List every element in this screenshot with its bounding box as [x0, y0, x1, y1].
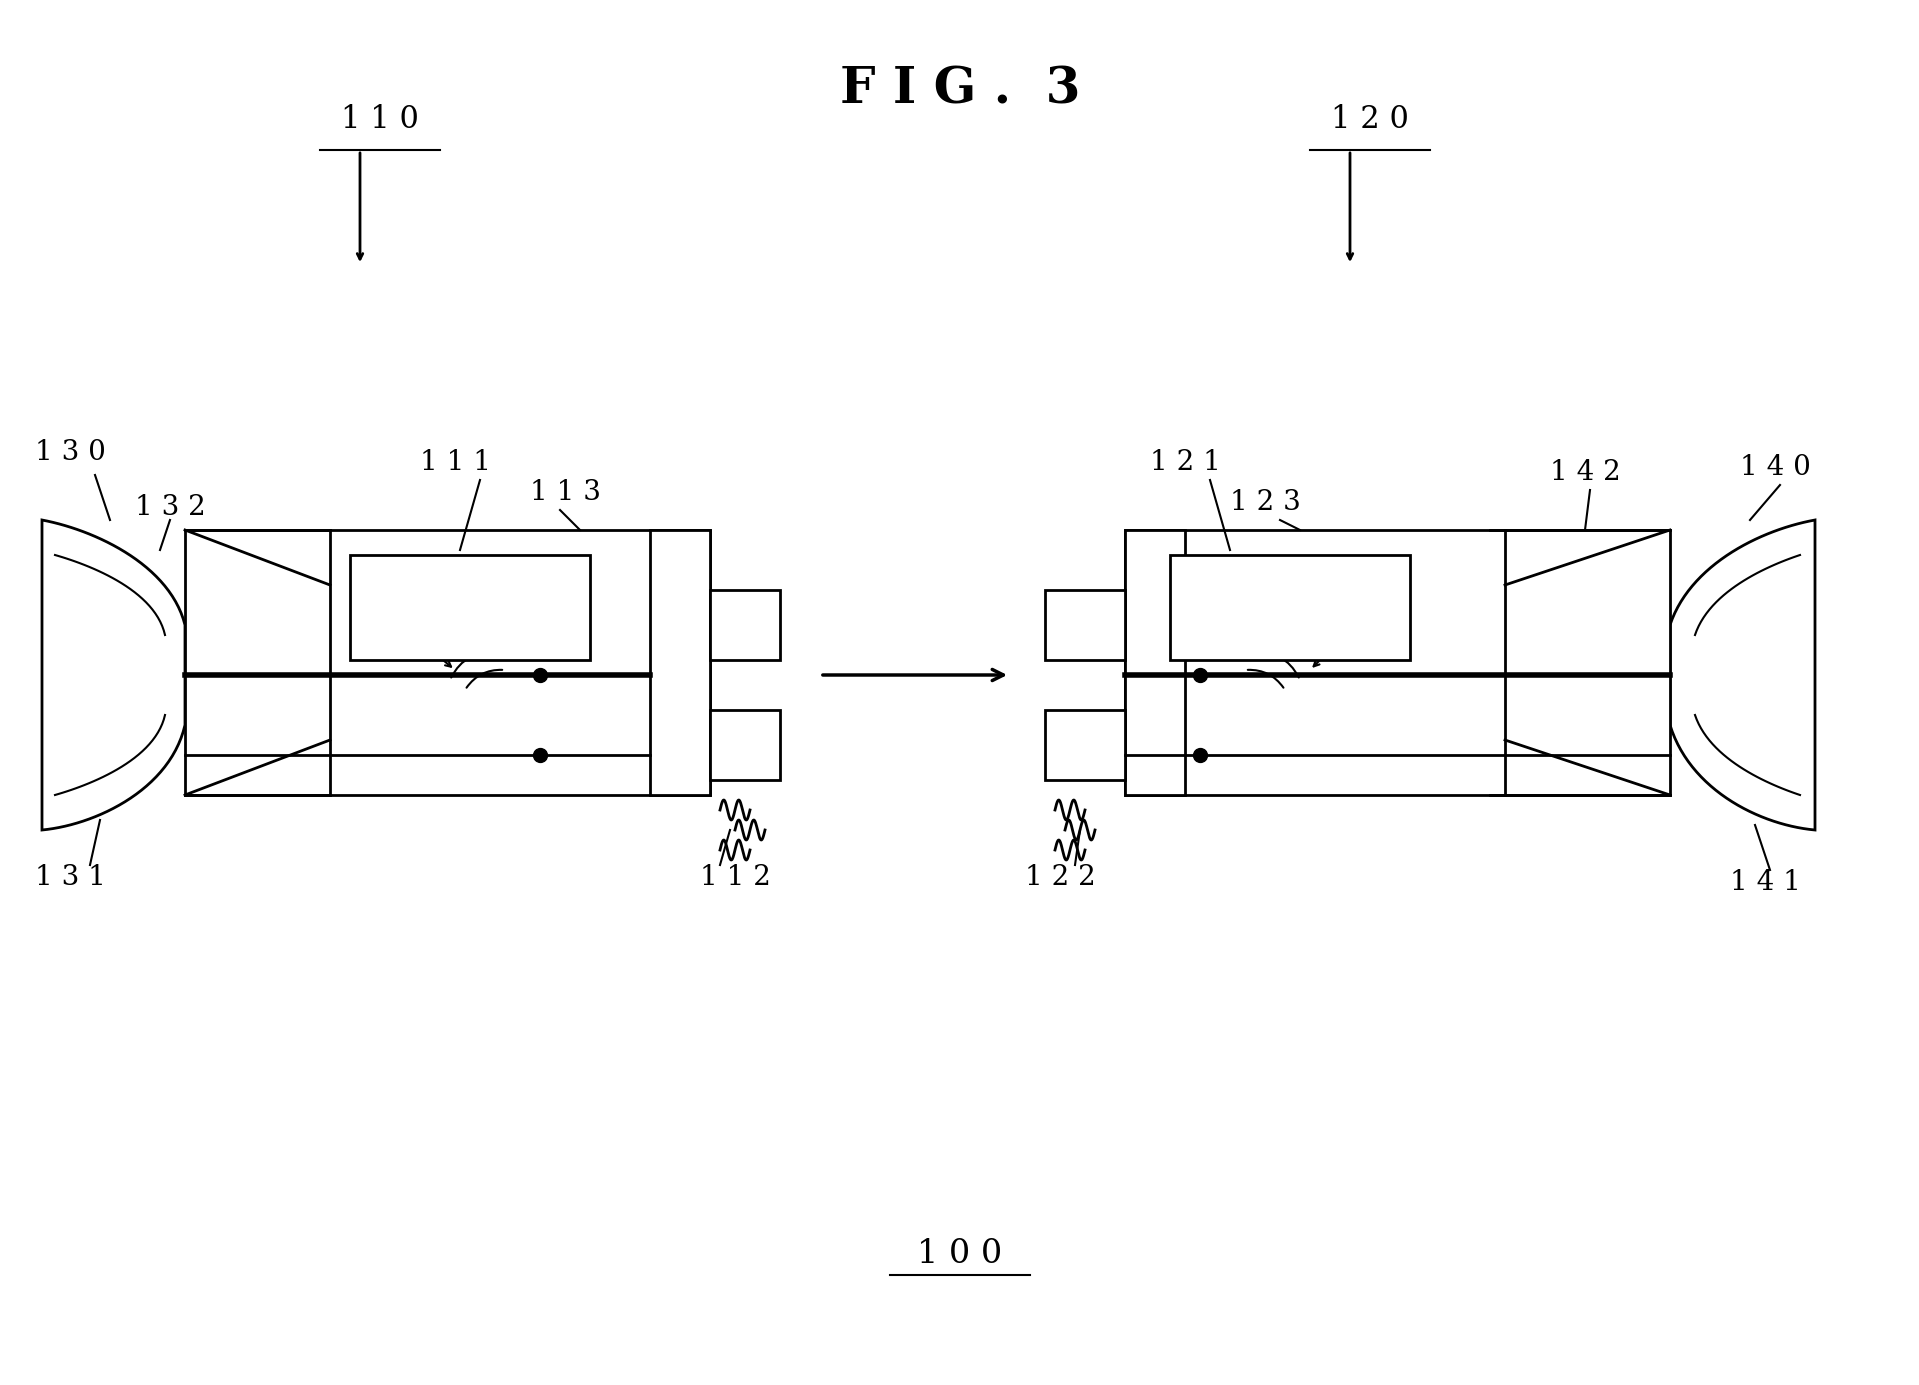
Text: 1 1 4: 1 1 4	[374, 614, 445, 641]
Bar	[651, 530, 710, 795]
Bar	[710, 711, 779, 780]
Bar	[1171, 555, 1410, 661]
Text: 1 3 0: 1 3 0	[35, 439, 106, 465]
Text: 1 2 0: 1 2 0	[1332, 104, 1409, 134]
Text: 1 3 1: 1 3 1	[35, 864, 106, 891]
Bar	[1125, 530, 1670, 795]
Polygon shape	[42, 519, 184, 830]
Bar	[1046, 590, 1125, 661]
Bar	[349, 555, 589, 661]
Text: 1 1 3: 1 1 3	[530, 479, 601, 506]
Text: F I G .  3: F I G . 3	[841, 65, 1080, 114]
Text: 1 4 2: 1 4 2	[1551, 458, 1622, 486]
Bar	[1125, 530, 1186, 795]
Text: 1 2 1: 1 2 1	[1149, 449, 1220, 476]
Text: 1 1 1: 1 1 1	[420, 449, 491, 476]
Text: 1 2 3: 1 2 3	[1230, 489, 1301, 517]
Polygon shape	[1670, 519, 1815, 830]
Bar	[710, 590, 779, 661]
Text: 1 1 2: 1 1 2	[700, 864, 771, 891]
Text: 1 2 2: 1 2 2	[1025, 864, 1096, 891]
Text: 1 4 0: 1 4 0	[1741, 454, 1812, 481]
Text: 1 2 4: 1 2 4	[1336, 619, 1407, 645]
Text: 1 4 1: 1 4 1	[1731, 868, 1800, 896]
Text: 1 1 0: 1 1 0	[342, 104, 418, 134]
Text: 1 3 2: 1 3 2	[134, 494, 205, 521]
Bar	[1046, 711, 1125, 780]
Bar	[184, 530, 710, 795]
Text: 1 0 0: 1 0 0	[917, 1238, 1002, 1270]
